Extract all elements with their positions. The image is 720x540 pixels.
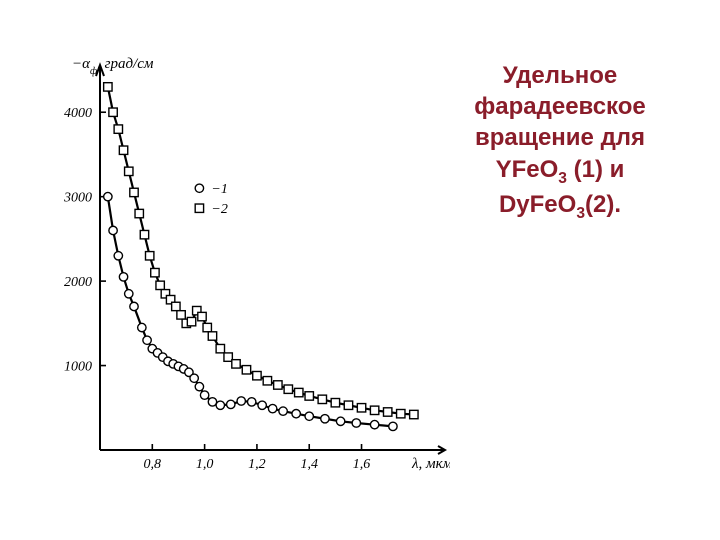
svg-text:4000: 4000 xyxy=(64,106,92,121)
svg-text:λ, мкм: λ, мкм xyxy=(411,456,450,472)
svg-text:2000: 2000 xyxy=(64,275,92,290)
svg-text:1000: 1000 xyxy=(64,360,92,375)
caption-compound-1: YFeO3 (1) и xyxy=(496,156,625,183)
svg-text:1,0: 1,0 xyxy=(196,457,214,472)
svg-text:−αф, град/см: −αф, град/см xyxy=(72,56,154,77)
caption-line-2: фарадеевское xyxy=(474,93,646,120)
caption-compound-2: DyFeO3(2). xyxy=(499,191,621,218)
svg-text:0,8: 0,8 xyxy=(144,457,162,472)
svg-text:1,2: 1,2 xyxy=(248,457,266,472)
chart-caption: Удельное фарадеевское вращение для YFeO3… xyxy=(420,60,700,224)
caption-line-3: вращение для xyxy=(475,124,645,151)
svg-text:3000: 3000 xyxy=(63,191,92,206)
faraday-rotation-chart: 1000 2000 3000 4000 0,8 1,0 1,2 1,4 1,6 −αф, град… xyxy=(30,50,450,510)
svg-text:1,4: 1,4 xyxy=(300,457,318,472)
svg-text:1,6: 1,6 xyxy=(353,457,371,472)
svg-text:−2: −2 xyxy=(211,202,227,217)
svg-text:−1: −1 xyxy=(211,182,227,197)
caption-line-1: Удельное xyxy=(503,62,618,89)
